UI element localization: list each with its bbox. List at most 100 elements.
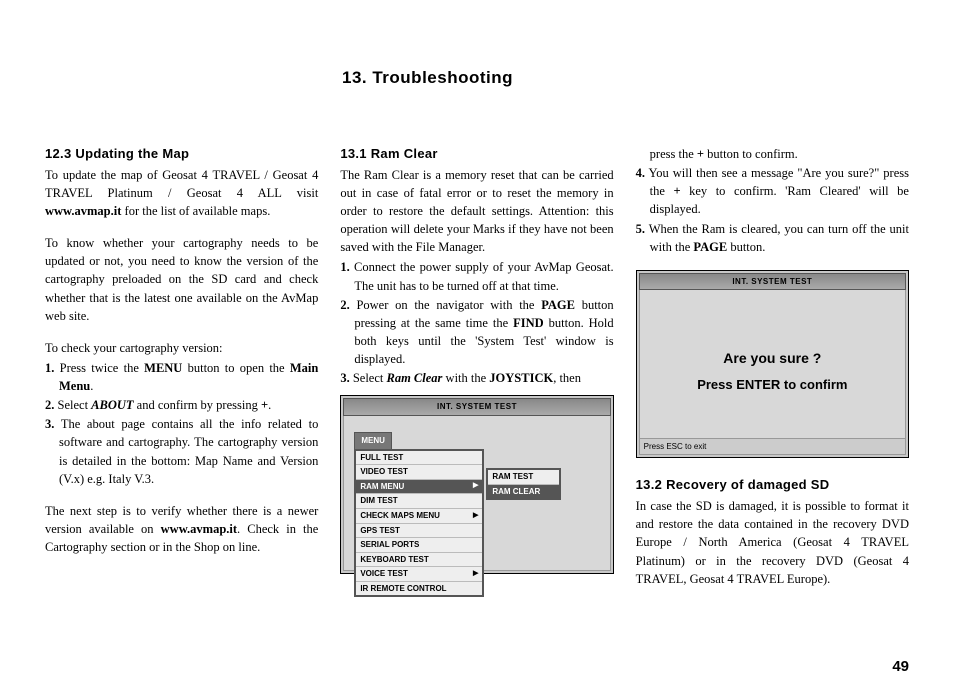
menu-item: RAM TEST xyxy=(488,470,559,485)
text: GPS TEST xyxy=(360,525,400,537)
text: To update the map of Geosat 4 TRAVEL / G… xyxy=(45,168,318,200)
menu-item: CHECK MAPS MENU ▶ xyxy=(356,509,482,524)
heading-12-3: 12.3 Updating the Map xyxy=(45,145,318,164)
list-item: 2. Select ABOUT and confirm by pressing … xyxy=(45,396,318,414)
column-3: press the + button to confirm. 4. You wi… xyxy=(636,145,909,602)
text: . xyxy=(268,398,271,412)
text: KEYBOARD TEST xyxy=(360,554,428,566)
text: RAM CLEAR xyxy=(492,486,540,498)
screenshot-confirm-dialog: INT. SYSTEM TEST Are you sure ? Press EN… xyxy=(636,270,909,459)
menu-item: VOICE TEST ▶ xyxy=(356,567,482,582)
text: The about page contains all the info rel… xyxy=(59,417,318,485)
para: To check your cartography version: xyxy=(45,339,318,357)
menu-label: MENU xyxy=(354,432,392,449)
text: Select xyxy=(353,371,387,385)
confirm-instruction: Press ENTER to confirm xyxy=(640,376,905,395)
submenu: RAM TEST RAM CLEAR xyxy=(486,468,561,500)
bold: + xyxy=(261,398,268,412)
bold: MENU xyxy=(144,361,182,375)
list-num: 3. xyxy=(340,371,349,385)
para: The next step is to verify whether there… xyxy=(45,502,318,556)
para: press the + button to confirm. xyxy=(636,145,909,163)
list-item: 3. The about page contains all the info … xyxy=(45,415,318,488)
text: , then xyxy=(553,371,581,385)
screenshot-body: MENU FULL TEST VIDEO TEST RAM MENU ▶ DIM … xyxy=(343,416,610,571)
menu-item: KEYBOARD TEST xyxy=(356,553,482,568)
text: press the xyxy=(650,147,697,161)
screenshot-footer: Press ESC to exit xyxy=(640,438,905,455)
heading-13-2: 13.2 Recovery of damaged SD xyxy=(636,476,909,495)
list-num: 1. xyxy=(45,361,54,375)
text: button. xyxy=(727,240,765,254)
arrow-icon: ▶ xyxy=(473,511,478,521)
text: Select xyxy=(58,398,92,412)
text: RAM TEST xyxy=(492,471,533,483)
menu-item: SERIAL PORTS xyxy=(356,538,482,553)
text: for the list of available maps. xyxy=(121,204,270,218)
list-num: 5. xyxy=(636,222,645,236)
list-num: 3. xyxy=(45,417,54,431)
text: key to confirm. 'Ram Cleared' will be di… xyxy=(650,184,909,216)
bold: PAGE xyxy=(693,240,727,254)
text: with the xyxy=(442,371,489,385)
text: VIDEO TEST xyxy=(360,466,408,478)
steps-list: 4. You will then see a message "Are you … xyxy=(636,164,909,256)
para: To know whether your cartography needs t… xyxy=(45,234,318,325)
text: button to confirm. xyxy=(704,147,798,161)
bold: FIND xyxy=(513,316,544,330)
steps-list: 1. Connect the power supply of your AvMa… xyxy=(340,258,613,387)
arrow-icon: ▶ xyxy=(473,569,478,579)
text: IR REMOTE CONTROL xyxy=(360,583,446,595)
menu-item: FULL TEST xyxy=(356,451,482,466)
page-title: 13. Troubleshooting xyxy=(342,68,513,88)
list-item: 1. Press twice the MENU button to open t… xyxy=(45,359,318,395)
list-item: 3. Select Ram Clear with the JOYSTICK, t… xyxy=(340,369,613,387)
heading-13-1: 13.1 Ram Clear xyxy=(340,145,613,164)
text: RAM MENU xyxy=(360,481,404,493)
text: When the Ram is cleared, you can turn of… xyxy=(649,222,909,254)
screenshot-titlebar: INT. SYSTEM TEST xyxy=(343,398,610,416)
bold-italic: ABOUT xyxy=(91,398,133,412)
text: and confirm by pressing xyxy=(134,398,261,412)
list-num: 4. xyxy=(636,166,645,180)
text: DIM TEST xyxy=(360,495,397,507)
confirm-question: Are you sure ? xyxy=(640,348,905,368)
text: . xyxy=(90,379,93,393)
screenshot-body: Are you sure ? Press ENTER to confirm Pr… xyxy=(639,290,906,455)
bold-italic: Ram Clear xyxy=(387,371,443,385)
list-num: 2. xyxy=(45,398,54,412)
text: VOICE TEST xyxy=(360,568,408,580)
text: SERIAL PORTS xyxy=(360,539,419,551)
list-num: 1. xyxy=(340,260,349,274)
list-item: 4. You will then see a message "Are you … xyxy=(636,164,909,218)
list-item: 2. Power on the navigator with the PAGE … xyxy=(340,296,613,369)
list-item: 5. When the Ram is cleared, you can turn… xyxy=(636,220,909,256)
menu-item-selected: RAM CLEAR xyxy=(488,485,559,499)
list-item: 1. Connect the power supply of your AvMa… xyxy=(340,258,613,294)
text: Press twice the xyxy=(60,361,145,375)
bold: + xyxy=(673,184,680,198)
menu: FULL TEST VIDEO TEST RAM MENU▶ DIM TEST … xyxy=(354,449,484,598)
text: CHECK MAPS MENU xyxy=(360,510,440,522)
menu-item: GPS TEST xyxy=(356,524,482,539)
bold-url: www.avmap.it xyxy=(161,522,237,536)
text: Connect the power supply of your AvMap G… xyxy=(354,260,614,292)
bold: JOYSTICK xyxy=(489,371,553,385)
arrow-icon: ▶ xyxy=(473,481,478,491)
page-number: 49 xyxy=(892,658,909,675)
menu-item: VIDEO TEST xyxy=(356,465,482,480)
bold-url: www.avmap.it xyxy=(45,204,121,218)
para: The Ram Clear is a memory reset that can… xyxy=(340,166,613,257)
text: Power on the navigator with the xyxy=(356,298,541,312)
screenshot-titlebar: INT. SYSTEM TEST xyxy=(639,273,906,291)
menu-group: MENU FULL TEST VIDEO TEST RAM MENU ▶ DIM … xyxy=(354,430,484,598)
column-1: 12.3 Updating the Map To update the map … xyxy=(45,145,318,602)
para: In case the SD is damaged, it is possibl… xyxy=(636,497,909,588)
menu-item-selected: RAM MENU ▶ xyxy=(356,480,482,495)
list-num: 2. xyxy=(340,298,349,312)
text: FULL TEST xyxy=(360,452,403,464)
steps-list: 1. Press twice the MENU button to open t… xyxy=(45,359,318,488)
bold: PAGE xyxy=(541,298,575,312)
column-2: 13.1 Ram Clear The Ram Clear is a memory… xyxy=(340,145,613,602)
screenshot-system-test-menu: INT. SYSTEM TEST MENU FULL TEST VIDEO TE… xyxy=(340,395,613,574)
